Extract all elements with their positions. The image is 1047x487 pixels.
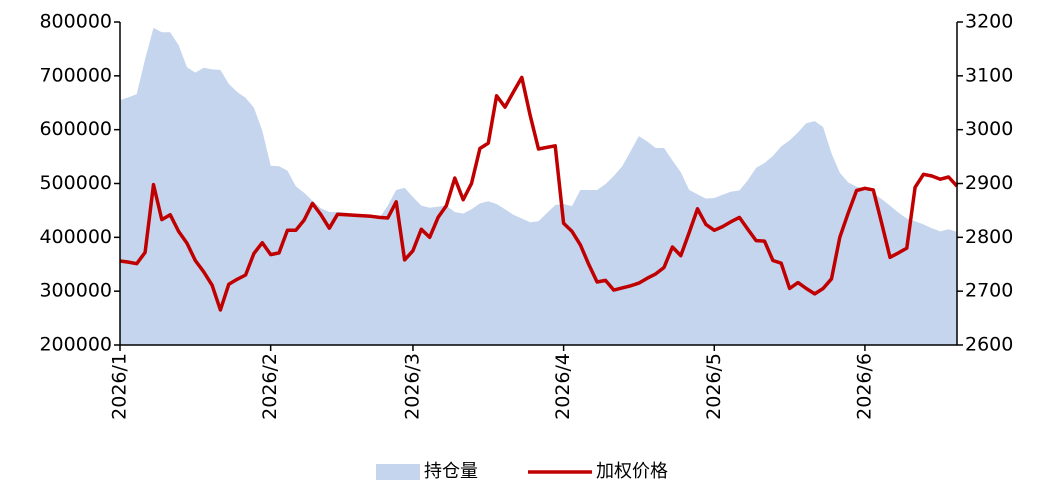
area: [120, 27, 957, 346]
y-tick-label: 400000: [39, 226, 112, 248]
x-tick-label: 2026/2: [259, 353, 281, 420]
y2-tick-label: 2600: [965, 334, 1013, 356]
y-tick-label: 500000: [39, 172, 112, 194]
legend-swatch: [376, 464, 420, 480]
y-tick-label: 800000: [39, 11, 112, 33]
y2-tick-label: 3200: [965, 11, 1013, 33]
x-tick-label: 2026/4: [552, 353, 574, 420]
line: [119, 75, 959, 312]
x-tick-label: 2026/3: [401, 353, 423, 420]
y2-tick-label: 3000: [965, 118, 1013, 140]
legend-label: 持仓量: [424, 461, 478, 482]
x-tick-label: 2026/6: [853, 353, 875, 420]
y-tick-label: 300000: [39, 280, 112, 302]
y-tick-label: 700000: [39, 64, 112, 86]
y-tick-label: 200000: [39, 334, 112, 356]
y2-tick-label: 2800: [965, 226, 1013, 248]
x-tick-label: 2026/5: [703, 353, 725, 420]
y-tick-label: 600000: [39, 118, 112, 140]
legend-label: 加权价格: [596, 461, 668, 482]
y2-tick-label: 3100: [965, 64, 1013, 86]
y2-tick-label: 2900: [965, 172, 1013, 194]
y2-tick-label: 2700: [965, 280, 1013, 302]
x-tick-label: 2026/1: [109, 353, 131, 420]
